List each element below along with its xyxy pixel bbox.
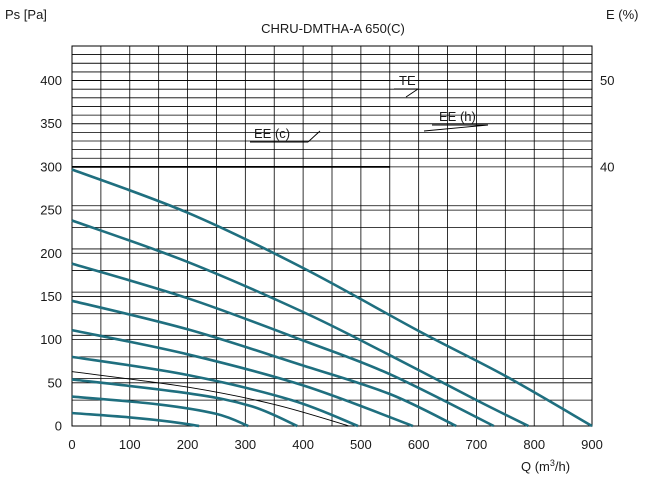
x-tick-label: 300 bbox=[234, 437, 256, 452]
x-tick-label: 800 bbox=[523, 437, 545, 452]
y-right-tick-label: 60 bbox=[600, 0, 614, 2]
y-left-tick-label: 50 bbox=[48, 375, 62, 390]
y-axis-left-label: Ps [Pa] bbox=[5, 7, 47, 22]
y-axis-right-label: E (%) bbox=[606, 7, 639, 22]
x-tick-label: 900 bbox=[581, 437, 603, 452]
plot-frame bbox=[71, 45, 593, 427]
x-tick-label: 700 bbox=[466, 437, 488, 452]
tick-labels: 0 100 200 300 400 500 600 700 800 900 0 50 100 150 200… bbox=[40, 0, 614, 452]
pressure-curve bbox=[71, 395, 249, 428]
series-group bbox=[71, 168, 593, 428]
pressure-curve bbox=[71, 411, 200, 428]
x-tick-label: 0 bbox=[68, 437, 75, 452]
leader-line bbox=[307, 130, 321, 143]
y-left-tick-label: 200 bbox=[40, 246, 62, 261]
pressure-curve bbox=[71, 262, 495, 428]
x-tick-label: 600 bbox=[408, 437, 430, 452]
y-left-tick-label: 350 bbox=[40, 116, 62, 131]
series-label: EE (c) bbox=[254, 126, 290, 141]
pressure-curve bbox=[71, 355, 359, 428]
x-tick-label: 200 bbox=[177, 437, 199, 452]
y-left-tick-label: 300 bbox=[40, 159, 62, 174]
annotations: TE EE (h) EE (c) bbox=[250, 73, 489, 143]
grid bbox=[71, 45, 593, 427]
x-tick-label: 100 bbox=[119, 437, 141, 452]
pressure-curve bbox=[71, 378, 298, 428]
x-tick-label: 500 bbox=[350, 437, 372, 452]
y-left-tick-label: 0 bbox=[55, 419, 62, 434]
thin-reference-curve bbox=[71, 371, 350, 427]
y-right-tick-label: 40 bbox=[600, 159, 614, 174]
y-right-tick-label: 50 bbox=[600, 73, 614, 88]
pressure-curve bbox=[71, 299, 457, 428]
leader-line bbox=[423, 124, 489, 132]
series-label: TE bbox=[399, 73, 416, 88]
pressure-curve bbox=[71, 168, 593, 428]
y-left-tick-label: 250 bbox=[40, 203, 62, 218]
y-left-tick-label: 100 bbox=[40, 332, 62, 347]
y-left-tick-label: 400 bbox=[40, 73, 62, 88]
leader-line bbox=[405, 88, 419, 98]
series-label: EE (h) bbox=[439, 109, 476, 124]
pressure-curve bbox=[71, 328, 414, 428]
pressure-curve bbox=[71, 219, 529, 428]
x-axis-label: Q (m3/h) bbox=[521, 458, 570, 474]
y-left-tick-label: 150 bbox=[40, 289, 62, 304]
chart-title: CHRU-DMTHA-A 650(C) bbox=[261, 21, 405, 36]
x-tick-label: 400 bbox=[292, 437, 314, 452]
